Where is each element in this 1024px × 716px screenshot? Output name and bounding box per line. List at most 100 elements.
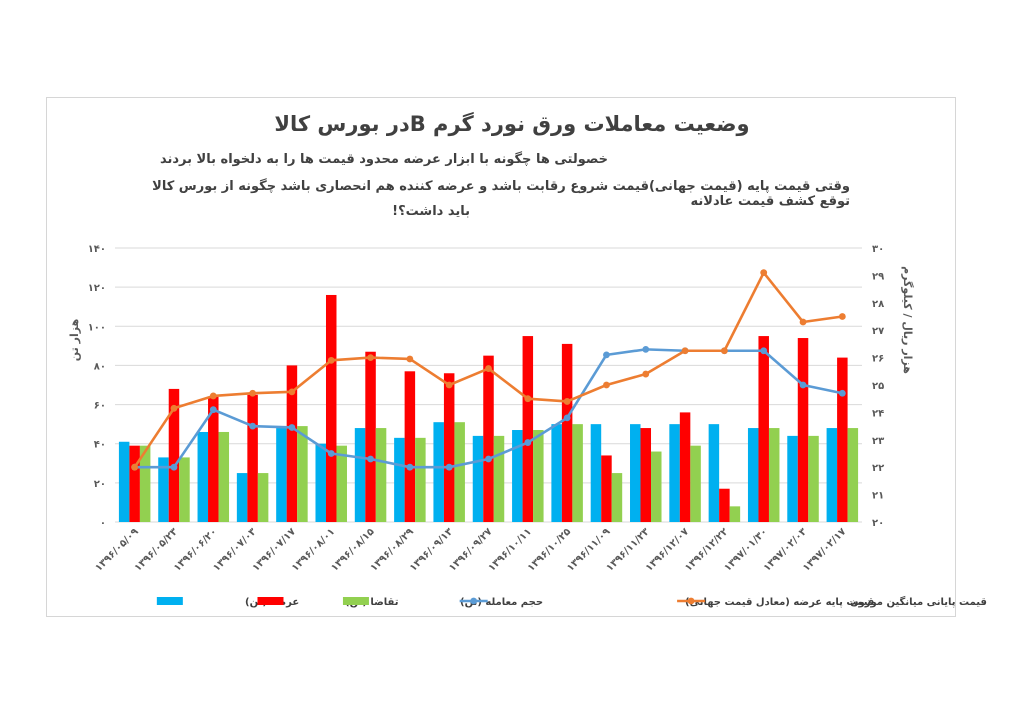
series-point-1-13: [642, 370, 650, 378]
bar-2-14: [690, 445, 701, 522]
series-point-0-17: [799, 381, 807, 389]
y2-tick-label: ۲۸: [872, 299, 884, 310]
y-tick-label: ۸۰: [94, 361, 106, 372]
y2-tick-label: ۲۶: [872, 354, 884, 365]
series-point-0-6: [367, 455, 374, 463]
bar-0-1: [158, 457, 169, 522]
x-axis: ۱۳۹۶/۰۵/۰۹۱۳۹۶/۰۵/۲۳۱۳۹۶/۰۶/۲۰۱۳۹۶/۰۷/۰۳…: [93, 526, 848, 573]
y-axis-right: ۲۰ ۲۱ ۲۲ ۲۳ ۲۴ ۲۵ ۲۶ ۲۷ ۲۸ ۲۹ ۳۰: [872, 244, 884, 529]
bar-1-11: [561, 343, 573, 522]
bar-2-1: [179, 457, 190, 522]
series-point-1-3: [249, 389, 257, 397]
series-point-0-9: [485, 455, 492, 463]
series-point-1-10: [524, 395, 532, 403]
y-tick-label: ۱۴۰: [88, 244, 106, 255]
bar-2-2: [218, 431, 230, 522]
y2-tick-label: ۲۰: [872, 518, 884, 529]
line-group: [131, 269, 846, 471]
bar-2-16: [768, 428, 780, 522]
bar-0-12: [590, 424, 602, 522]
legend-marker-3: [470, 597, 478, 605]
bar-0-5: [315, 443, 326, 522]
chart-subtitle-1: خصولتی ها چگونه با ابزار عرضه محدود قیمت…: [160, 152, 609, 167]
series-point-0-3: [249, 422, 257, 430]
bar-0-2: [197, 431, 209, 522]
series-point-0-5: [327, 450, 335, 457]
bar-0-14: [669, 424, 680, 522]
series-point-1-11: [563, 398, 571, 405]
bar-0-10: [512, 430, 523, 522]
chart-subtitle-2: وقتی قیمت پایه (قیمت جهانی)قیمت شروع رقا…: [152, 179, 850, 209]
y2-tick-label: ۲۲: [872, 463, 884, 474]
bar-1-18: [837, 357, 848, 522]
series-point-0-10: [524, 439, 532, 446]
bar-1-10: [522, 336, 534, 522]
y2-tick-label: ۲۵: [872, 381, 884, 392]
bar-2-18: [847, 428, 859, 522]
series-point-1-4: [288, 388, 296, 396]
bar-1-17: [797, 338, 809, 522]
series-point-0-12: [603, 351, 610, 359]
bar-2-8: [454, 422, 465, 522]
series-point-1-18: [838, 313, 846, 320]
series-point-1-14: [681, 347, 689, 355]
bar-0-17: [787, 435, 798, 522]
bar-2-12: [611, 473, 623, 522]
series-point-0-16: [760, 347, 768, 355]
bar-0-7: [394, 437, 405, 522]
bar-1-0: [129, 445, 140, 522]
bar-2-17: [808, 435, 819, 522]
bar-group: [118, 294, 859, 522]
series-point-1-1: [170, 404, 178, 412]
bar-2-3: [257, 473, 269, 522]
legend-marker-4: [687, 597, 695, 605]
series-point-1-17: [799, 318, 807, 326]
bar-1-2: [208, 396, 219, 522]
y-tick-label: ۴۰: [94, 440, 106, 451]
legend-label-4: قیمت پایانی میانگین موزون: [850, 595, 987, 608]
y-axis-left: ۰ ۲۰ ۴۰ ۶۰ ۸۰ ۱۰۰ ۱۲۰ ۱۴۰: [88, 244, 106, 529]
series-point-0-11: [563, 414, 571, 422]
bar-0-15: [708, 424, 720, 522]
series-point-1-0: [131, 463, 139, 471]
y2-tick-label: ۲۷: [872, 326, 884, 337]
bar-2-11: [572, 424, 583, 522]
legend-swatch-0: [156, 597, 183, 605]
series-point-1-12: [603, 381, 610, 389]
series-point-0-1: [170, 463, 178, 471]
bar-1-3: [247, 394, 258, 522]
y2-tick-label: ۲۱: [872, 491, 884, 502]
series-point-0-2: [209, 406, 217, 414]
bar-1-16: [758, 336, 769, 522]
bar-1-8: [443, 373, 455, 522]
y-tick-label: ۱۲۰: [88, 283, 106, 294]
bar-2-7: [415, 437, 426, 522]
bar-1-15: [719, 488, 730, 522]
series-point-0-8: [445, 463, 453, 471]
series-point-1-16: [760, 269, 768, 277]
bar-0-6: [354, 428, 366, 522]
bar-0-4: [276, 428, 287, 522]
bar-1-9: [483, 355, 494, 522]
bar-2-6: [375, 428, 387, 522]
series-point-0-13: [642, 345, 650, 353]
y2-tick-label: ۳۰: [872, 244, 884, 255]
bar-0-3: [236, 473, 248, 522]
y-tick-label: ۶۰: [94, 401, 106, 412]
bar-1-7: [404, 371, 416, 522]
bar-0-13: [630, 424, 641, 522]
chart-subtitle-3: باید داشت؟!: [392, 204, 470, 219]
bar-2-13: [651, 451, 662, 522]
bar-2-10: [533, 430, 544, 522]
bar-0-16: [747, 428, 759, 522]
bar-1-14: [679, 412, 691, 522]
legend-swatch-1: [257, 597, 284, 605]
bar-0-8: [433, 422, 444, 522]
bar-0-9: [472, 435, 484, 522]
y-tick-label: ۱۰۰: [88, 322, 106, 333]
bar-1-6: [365, 351, 376, 522]
bar-1-4: [286, 365, 298, 522]
bar-2-5: [336, 445, 347, 522]
series-point-1-7: [406, 355, 414, 363]
